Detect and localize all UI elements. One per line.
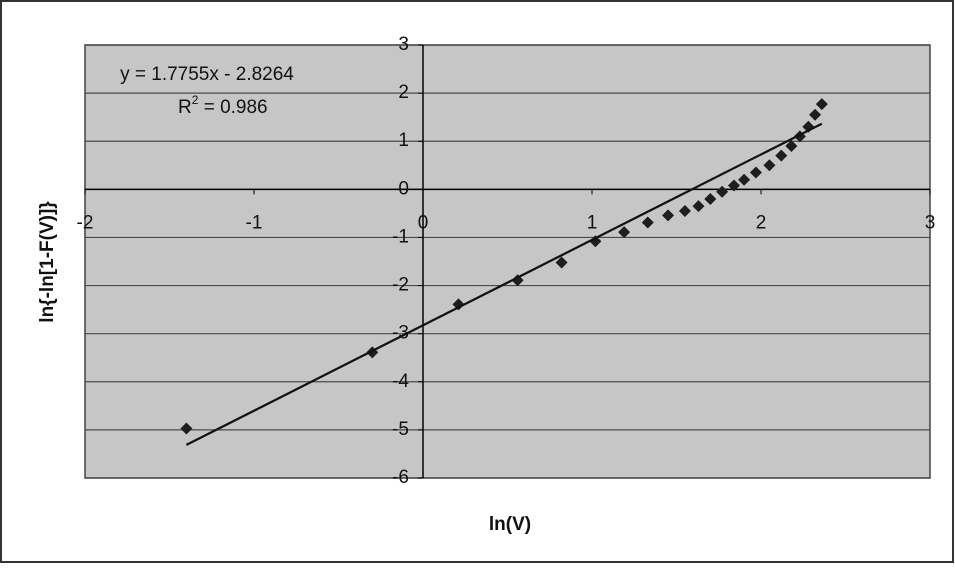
y-tick-label: -1 [392, 226, 409, 247]
data-point [763, 159, 776, 172]
x-axis-title: ln(V) [489, 514, 531, 535]
data-point [511, 274, 524, 287]
r2-base: R [178, 97, 192, 118]
trend-equation: y = 1.7755x - 2.8264 [120, 64, 294, 85]
r2-sup: 2 [192, 93, 199, 107]
plot-background [84, 44, 931, 479]
x-tick-label: -2 [77, 212, 94, 233]
data-point [785, 140, 798, 153]
y-tick-label: -3 [392, 323, 409, 344]
y-tick-label: 3 [398, 34, 409, 55]
x-tick-label: -1 [246, 212, 263, 233]
y-axis-title: ln{-ln[1-F(V)]} [37, 201, 58, 323]
data-point [738, 173, 751, 186]
data-point [662, 209, 675, 222]
data-point [727, 179, 740, 192]
data-point [641, 216, 654, 229]
r2-rest: = 0.986 [198, 97, 267, 118]
trendline [185, 122, 823, 446]
x-tick-label: 1 [587, 212, 598, 233]
data-point [802, 120, 815, 133]
data-point [815, 98, 828, 111]
data-point [618, 226, 631, 239]
y-tick-label: -5 [392, 419, 409, 440]
data-point [775, 149, 788, 162]
data-point [749, 166, 762, 179]
x-tick-label: 3 [925, 212, 936, 233]
data-point [452, 298, 465, 311]
plot-area [84, 44, 931, 479]
y-tick-label: 2 [398, 82, 409, 103]
y-tick-label: 0 [398, 178, 409, 199]
y-tick-label: -2 [392, 275, 409, 296]
data-point [809, 108, 822, 121]
y-tick-label: 1 [398, 130, 409, 151]
data-point [555, 256, 568, 269]
y-tick-label: -6 [392, 467, 409, 488]
data-point [716, 185, 729, 198]
data-point [704, 192, 717, 205]
data-point [678, 204, 691, 217]
y-tick-label: -4 [392, 371, 409, 392]
data-point [589, 235, 602, 248]
data-point [180, 422, 193, 435]
x-tick-label: 2 [756, 212, 767, 233]
r-squared: R2 = 0.986 [178, 93, 268, 118]
x-tick-label: 0 [418, 212, 429, 233]
data-point [692, 200, 705, 213]
